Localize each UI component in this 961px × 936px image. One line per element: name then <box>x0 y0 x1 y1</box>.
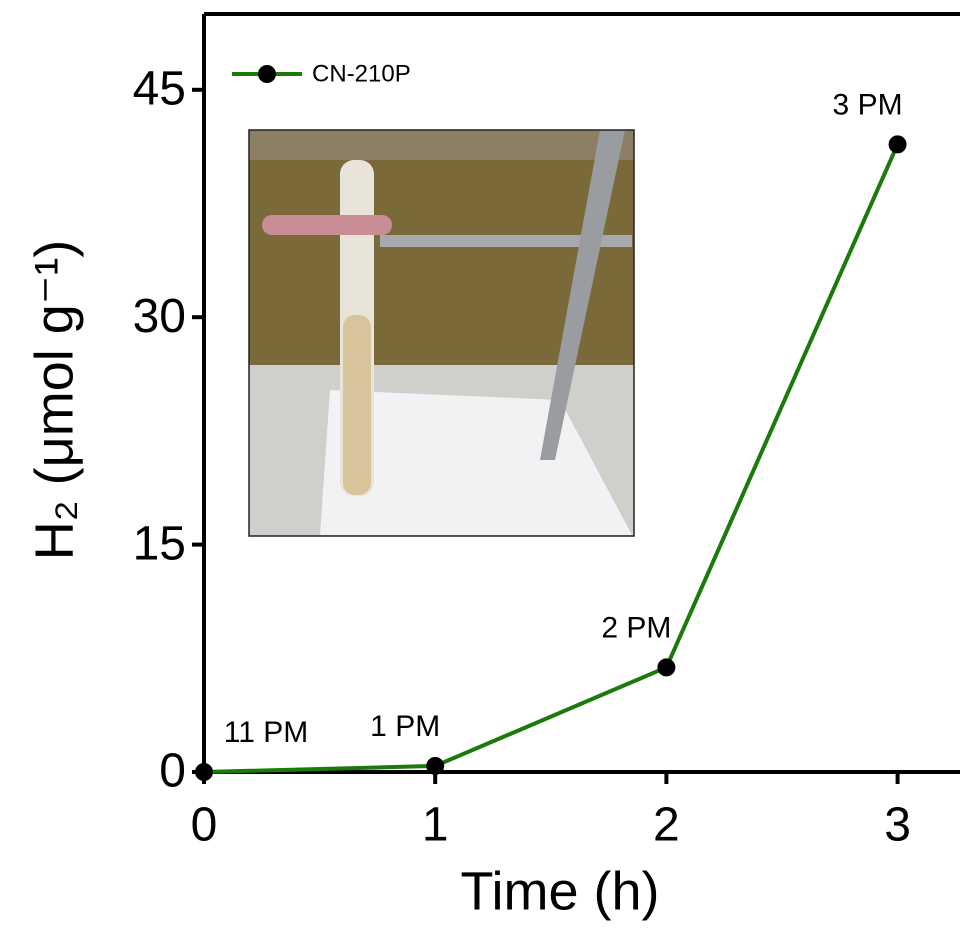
data-point <box>426 756 445 775</box>
photo-stand <box>540 130 625 460</box>
data-point <box>888 135 907 154</box>
y-tick-label: 30 <box>133 290 186 343</box>
point-label: 1 PM <box>370 710 440 743</box>
x-axis-label: Time (h) <box>461 861 660 921</box>
data-point <box>195 763 213 781</box>
y-axis-label: H₂ (μmol g⁻¹) <box>24 240 84 561</box>
x-tick-label: 3 <box>884 799 911 852</box>
x-tick-label: 2 <box>653 799 680 852</box>
point-label: 11 PM <box>224 716 308 749</box>
data-point <box>657 658 676 677</box>
photo-liquid <box>343 315 371 495</box>
y-tick-label: 45 <box>133 62 186 115</box>
point-label: 3 PM <box>833 88 903 121</box>
data-line <box>203 143 900 774</box>
legend-marker <box>258 65 276 83</box>
y-tick-label: 15 <box>133 517 186 570</box>
photo-clamp-rod <box>380 235 632 247</box>
photo-clamp-grip <box>262 215 392 235</box>
x-tick-label: 0 <box>191 799 218 852</box>
photo-border <box>248 129 635 537</box>
y-tick-label: 0 <box>159 745 186 798</box>
legend-label: CN-210P <box>312 60 411 87</box>
point-label: 2 PM <box>601 611 671 644</box>
inset-photo <box>248 129 635 537</box>
x-tick-label: 1 <box>422 799 449 852</box>
photo-building <box>249 130 634 160</box>
